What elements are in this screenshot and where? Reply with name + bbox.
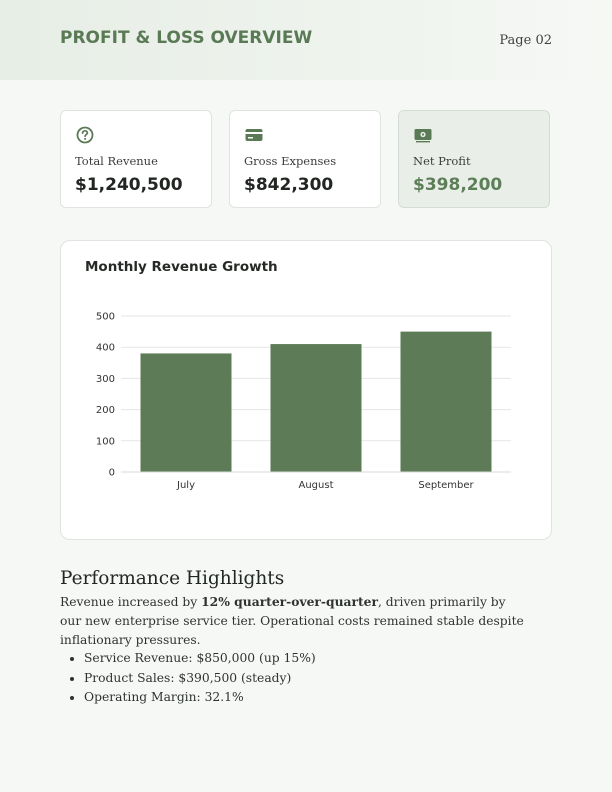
banknote-icon (413, 125, 433, 145)
list-item: Operating Margin: 32.1% (84, 688, 316, 708)
y-tick-label: 400 (96, 343, 115, 354)
revenue-bar-chart: 0 100 200 300 400 500 July August September (96, 312, 511, 491)
bar-september (400, 331, 492, 472)
highlights-paragraph: Revenue increased by 12% quarter-over-qu… (60, 592, 530, 650)
kpi-label: Net Profit (413, 154, 471, 168)
highlights-list: Service Revenue: $850,000 (up 15%) Produ… (60, 649, 316, 708)
kpi-value: $398,200 (413, 175, 503, 195)
paragraph-text-start: Revenue increased by (60, 595, 202, 609)
paragraph-text-end: , driven primarily by our new enterprise… (60, 595, 524, 647)
credit-card-icon (244, 125, 264, 145)
paragraph-emphasis: 12% quarter-over-quarter (201, 594, 378, 609)
y-tick-label: 0 (109, 468, 115, 479)
y-tick-label: 300 (96, 374, 115, 385)
kpi-card-net-profit: Net Profit $398,200 (398, 110, 550, 208)
bar-july (140, 353, 232, 472)
revenue-chart-panel: Monthly Revenue Growth 0 100 200 300 400 500 J… (60, 240, 552, 540)
kpi-label: Gross Expenses (244, 154, 337, 168)
kpi-card-total-revenue: Total Revenue $1,240,500 (60, 110, 212, 208)
kpi-label: Total Revenue (75, 154, 158, 168)
x-tick-label: August (299, 480, 334, 491)
y-tick-label: 100 (96, 436, 115, 447)
chart-title: Monthly Revenue Growth (85, 259, 278, 275)
page-number: Page 02 (499, 33, 552, 48)
list-item: Service Revenue: $850,000 (up 15%) (84, 649, 316, 669)
page-title: PROFIT & LOSS OVERVIEW (60, 28, 313, 48)
bar-august (270, 344, 362, 472)
list-item: Product Sales: $390,500 (steady) (84, 669, 316, 689)
x-tick-label: July (176, 480, 195, 491)
page-header: PROFIT & LOSS OVERVIEW Page 02 (0, 0, 612, 80)
section-title: Performance Highlights (60, 568, 285, 589)
kpi-card-gross-expenses: Gross Expenses $842,300 (229, 110, 381, 208)
kpi-value: $842,300 (244, 175, 334, 195)
y-tick-label: 500 (96, 312, 115, 323)
y-tick-label: 200 (96, 405, 115, 416)
help-circle-icon (75, 125, 95, 145)
x-tick-label: September (418, 480, 474, 491)
kpi-value: $1,240,500 (75, 175, 183, 195)
